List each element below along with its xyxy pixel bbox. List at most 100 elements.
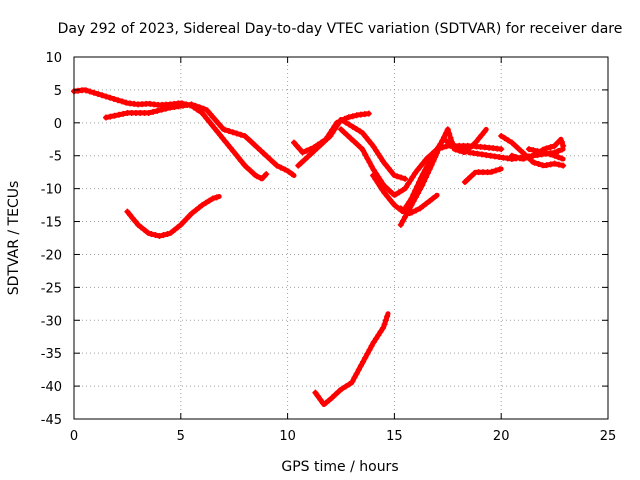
data-point [341, 129, 348, 136]
data-point [245, 135, 252, 142]
data-point [341, 115, 348, 122]
data-point [382, 184, 389, 191]
data-point [210, 114, 217, 121]
data-point [132, 218, 139, 225]
data-point [379, 186, 386, 193]
data-point [138, 224, 145, 231]
data-point [221, 126, 228, 133]
data-point [476, 135, 483, 142]
data-point [273, 162, 280, 169]
data-point [339, 385, 346, 392]
y-tick-label: -40 [41, 380, 62, 395]
data-point [338, 126, 344, 133]
data-point [204, 107, 211, 114]
data-point [212, 117, 219, 124]
data-point [555, 161, 562, 168]
data-point [373, 335, 380, 342]
data-point [326, 397, 333, 404]
data-point [397, 221, 404, 228]
data-point [461, 179, 468, 186]
data-point [379, 325, 386, 332]
data-point [354, 141, 361, 148]
data-point [156, 233, 163, 240]
data-point [531, 159, 538, 166]
data-point [288, 170, 295, 177]
data-point [543, 150, 550, 157]
data-point [304, 153, 311, 160]
data-point [446, 130, 453, 137]
data-point [209, 195, 216, 202]
data-point [389, 199, 396, 206]
data-point [505, 137, 512, 144]
data-point [470, 141, 477, 148]
data-point [410, 198, 417, 205]
data-point [318, 139, 325, 146]
x-tick-label: 15 [386, 429, 403, 444]
x-tick-label: 25 [600, 429, 617, 444]
y-tick-label: -5 [49, 150, 62, 165]
data-point [392, 191, 399, 198]
data-point [420, 202, 427, 209]
data-point [405, 180, 412, 187]
data-point [368, 140, 375, 147]
data-point [362, 151, 369, 158]
data-point [525, 146, 532, 153]
data-point [171, 226, 178, 233]
data-point [402, 213, 409, 220]
data-point [399, 217, 406, 224]
data-point [200, 105, 207, 112]
data-point [323, 399, 330, 406]
data-point [120, 110, 127, 117]
data-point [399, 187, 406, 194]
data-point [314, 141, 321, 148]
data-point [311, 144, 318, 151]
x-tick-label: 20 [493, 429, 510, 444]
data-point [366, 159, 373, 166]
data-point [346, 121, 353, 128]
data-point [222, 138, 229, 145]
data-point [115, 97, 122, 104]
data-point [263, 171, 270, 178]
data-point [301, 156, 308, 163]
data-point [551, 152, 558, 159]
data-point [547, 144, 554, 151]
data-point [384, 193, 391, 200]
data-point [299, 149, 306, 156]
data-point [370, 172, 377, 179]
data-point [253, 173, 260, 180]
data-point [177, 221, 184, 228]
data-point [329, 394, 336, 401]
data-point [481, 128, 488, 135]
data-point [250, 170, 257, 177]
data-point [233, 130, 240, 137]
data-point [417, 205, 424, 212]
data-point [87, 88, 94, 95]
data-point [208, 122, 215, 129]
data-point [547, 151, 554, 158]
data-point [342, 383, 349, 390]
data-point [232, 151, 239, 158]
data-point [396, 189, 403, 196]
data-point [152, 232, 159, 239]
data-point [555, 154, 562, 161]
data-series [71, 87, 567, 407]
data-point [373, 147, 380, 154]
data-point [460, 149, 467, 156]
y-tick-label: 10 [45, 51, 62, 66]
data-point [471, 170, 478, 177]
data-point [379, 158, 386, 165]
data-point [467, 144, 474, 151]
data-point [329, 126, 336, 133]
data-point [374, 179, 381, 186]
data-point [439, 138, 446, 145]
data-point [349, 113, 356, 120]
data-point [520, 155, 527, 162]
data-point [555, 148, 562, 155]
data-point [215, 120, 222, 127]
data-point [409, 173, 416, 180]
data-point [162, 105, 169, 112]
data-point [192, 207, 199, 214]
data-point [360, 147, 367, 154]
data-point [558, 155, 565, 162]
